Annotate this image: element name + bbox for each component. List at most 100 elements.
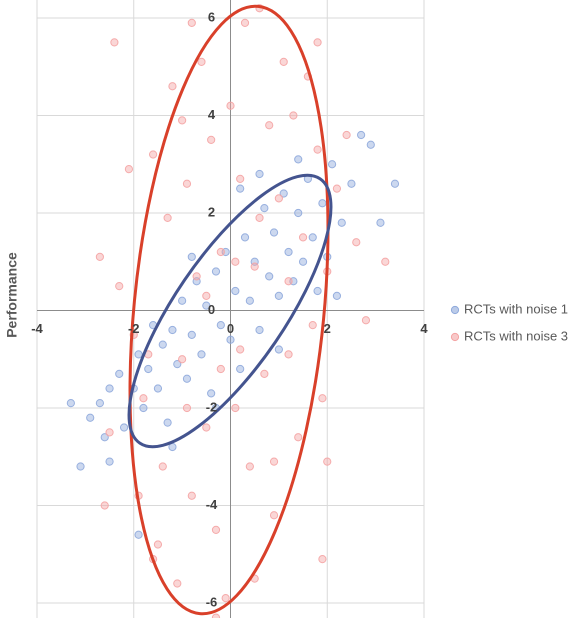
point: [153, 540, 163, 549]
y-tick-label: -4: [206, 497, 218, 512]
point: [231, 403, 240, 413]
point: [182, 179, 192, 188]
point: [173, 360, 182, 369]
ellipse-noise-3: [128, 4, 330, 616]
point: [124, 165, 134, 174]
point: [347, 179, 356, 188]
point: [260, 204, 269, 213]
point: [158, 340, 167, 349]
point: [284, 247, 293, 257]
point: [207, 135, 216, 144]
point: [211, 613, 221, 618]
point: [327, 160, 337, 169]
x-tick-label: 2: [324, 321, 331, 336]
legend-marker: [450, 332, 460, 342]
point: [119, 423, 129, 432]
point: [202, 423, 211, 432]
point: [255, 213, 264, 222]
point: [187, 252, 196, 261]
point: [236, 184, 245, 193]
point: [134, 530, 143, 539]
point: [187, 330, 196, 339]
point: [216, 247, 225, 257]
point: [332, 291, 342, 300]
y-tick-label: -2: [206, 399, 218, 414]
point: [221, 594, 230, 603]
point: [144, 364, 153, 374]
point: [294, 433, 303, 442]
point: [332, 184, 342, 193]
point: [211, 267, 221, 276]
point: [245, 462, 254, 471]
point: [100, 501, 109, 510]
point: [197, 350, 206, 359]
point: [318, 199, 327, 208]
point: [274, 345, 283, 354]
point: [231, 286, 240, 296]
point: [105, 428, 114, 437]
point: [115, 369, 124, 378]
x-tick-label: -4: [31, 321, 43, 336]
point: [366, 140, 375, 149]
point: [313, 286, 322, 296]
point: [313, 145, 322, 154]
point: [105, 457, 114, 466]
point: [192, 272, 201, 281]
point: [236, 345, 245, 354]
legend-label: RCTs with noise 3: [464, 328, 568, 343]
point: [178, 296, 187, 305]
point: [231, 257, 240, 266]
point: [376, 218, 385, 227]
point: [390, 179, 400, 188]
point: [298, 257, 308, 266]
point: [250, 262, 259, 271]
point: [381, 257, 390, 266]
point: [274, 194, 283, 203]
legend-label: RCTs with noise 1: [464, 301, 568, 316]
y-tick-label: 6: [208, 9, 215, 24]
point: [245, 296, 254, 305]
point: [226, 335, 235, 344]
point: [240, 233, 250, 242]
point: [265, 272, 274, 281]
point: [318, 555, 327, 564]
point: [105, 384, 114, 393]
point: [100, 433, 109, 442]
point: [139, 403, 148, 413]
y-tick-label: 2: [208, 204, 215, 219]
point: [342, 130, 351, 140]
point: [86, 413, 95, 422]
point: [298, 233, 308, 242]
point: [236, 364, 245, 374]
ellipse-noise-1: [127, 173, 333, 449]
point: [308, 233, 317, 242]
point: [182, 374, 192, 383]
point: [361, 316, 371, 325]
point: [110, 38, 119, 47]
point: [308, 321, 317, 330]
y-axis-label: Performance: [4, 252, 20, 338]
point: [294, 155, 303, 164]
point: [139, 394, 148, 403]
point: [265, 121, 274, 130]
y-tick-label: 0: [208, 302, 215, 317]
point: [182, 403, 192, 413]
point: [318, 394, 327, 403]
point: [163, 213, 172, 222]
point: [294, 208, 303, 218]
x-tick-label: -2: [128, 321, 140, 336]
y-tick-label: 4: [208, 107, 216, 122]
point: [216, 364, 225, 374]
point: [269, 457, 279, 466]
point: [240, 18, 250, 27]
point: [197, 57, 206, 66]
point: [269, 228, 279, 237]
point: [202, 301, 211, 310]
point: [279, 189, 288, 198]
legend-marker: [450, 305, 460, 315]
point: [216, 321, 225, 330]
point: [313, 38, 322, 47]
point: [187, 491, 196, 500]
point: [207, 389, 216, 398]
